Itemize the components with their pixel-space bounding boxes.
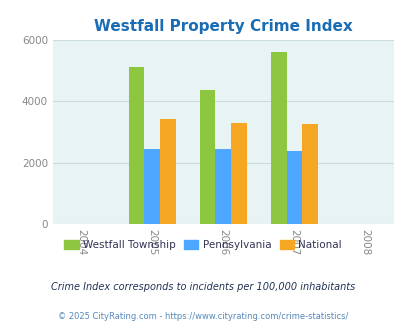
Bar [199,90,215,224]
Bar [215,149,230,224]
Text: Crime Index corresponds to incidents per 100,000 inhabitants: Crime Index corresponds to incidents per… [51,282,354,292]
Bar [230,123,246,224]
Bar [301,124,317,224]
Bar [270,52,286,224]
Bar [160,119,175,224]
Legend: Westfall Township, Pennsylvania, National: Westfall Township, Pennsylvania, Nationa… [60,236,345,254]
Title: Westfall Property Crime Index: Westfall Property Crime Index [94,19,352,34]
Bar [144,149,160,224]
Bar [286,151,301,224]
Bar [128,67,144,224]
Text: © 2025 CityRating.com - https://www.cityrating.com/crime-statistics/: © 2025 CityRating.com - https://www.city… [58,312,347,321]
